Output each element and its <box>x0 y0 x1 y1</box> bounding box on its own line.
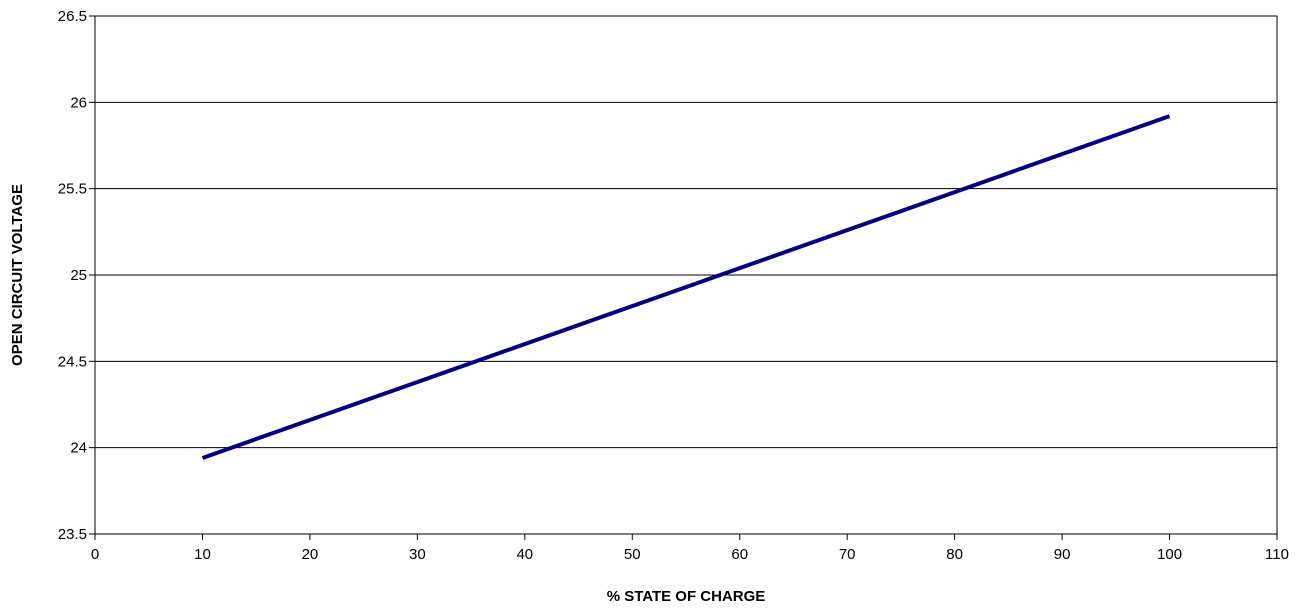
y-tick-label: 26 <box>70 94 87 111</box>
y-tick-label: 26.5 <box>58 8 87 25</box>
y-tick-label: 25.5 <box>58 181 87 198</box>
x-tick-label: 60 <box>731 546 748 563</box>
series-layer <box>201 114 1171 460</box>
series-line-0 <box>201 114 1171 460</box>
x-tick-label: 0 <box>91 546 99 563</box>
x-tick-label: 40 <box>516 546 533 563</box>
tick-labels: 23.5 24 24.5 25 25.5 26 26.5 0 10 20 30 40 50 60 70 80 9… <box>58 8 1289 563</box>
x-tick-label: 110 <box>1265 546 1289 563</box>
x-tick-label: 30 <box>409 546 426 563</box>
x-tick-label: 70 <box>839 546 856 563</box>
axes <box>89 15 1278 540</box>
x-tick-label: 80 <box>946 546 963 563</box>
x-tick-label: 20 <box>302 546 319 563</box>
x-tick-label: 10 <box>194 546 211 563</box>
y-tick-label: 24.5 <box>58 353 87 370</box>
y-tick-label: 23.5 <box>58 526 87 543</box>
y-tick-label: 24 <box>70 440 87 457</box>
y-axis-title: OPEN CIRCUIT VOLTAGE <box>9 184 26 366</box>
x-tick-label: 90 <box>1054 546 1071 563</box>
x-tick-label: 50 <box>624 546 641 563</box>
y-tick-label: 25 <box>70 267 87 284</box>
x-tick-label: 100 <box>1157 546 1182 563</box>
x-axis-title: % STATE OF CHARGE <box>607 588 766 605</box>
grid-lines <box>95 101 1277 449</box>
